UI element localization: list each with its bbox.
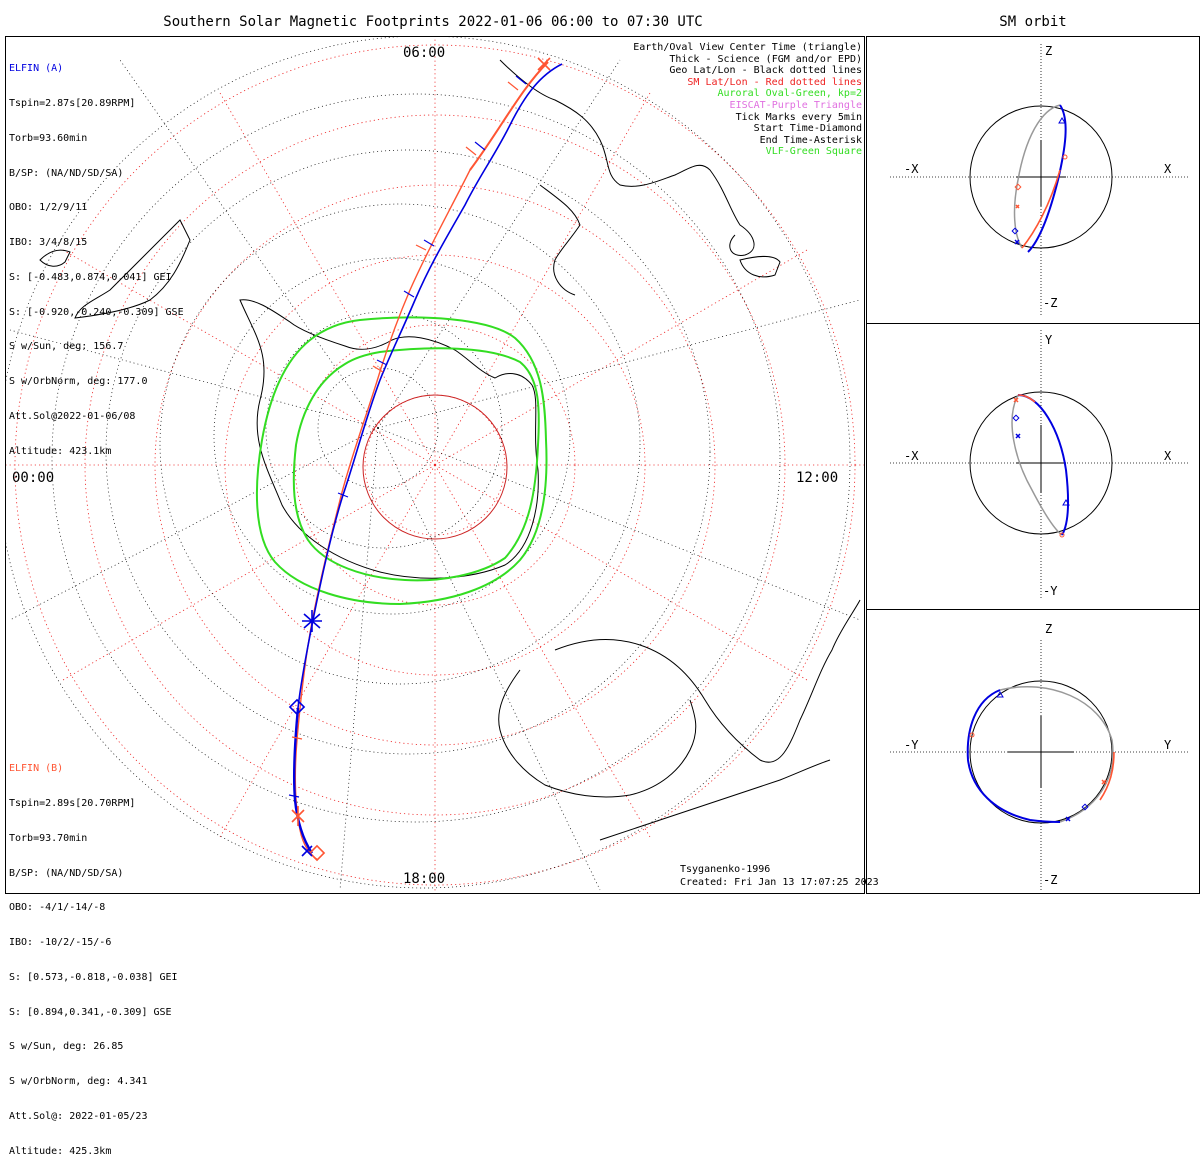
legend-entry: Auroral Oval-Green, kp=2 (717, 88, 863, 100)
panel1-left-label: -X (904, 162, 919, 176)
panel3-right-label: Y (1164, 738, 1172, 752)
elfin-a-line: S: [-0.920,-0.240,-0.309] GSE (9, 306, 184, 318)
elfin-a-line: IBO: 3/4/8/15 (9, 237, 88, 249)
elfin-a-line: S: [-0.483,0.874,0.041] GEI (9, 271, 172, 283)
elfin-a-line: B/SP: (NA/ND/SD/SA) (9, 167, 124, 179)
legend: Earth/Oval View Center Time (triangle) T… (633, 42, 862, 158)
elfin-a-line: Altitude: 423.1km (9, 445, 112, 457)
elfin-b-info: ELFIN (B) Tspin=2.89s[20.70RPM] Torb=93.… (9, 740, 178, 1169)
elfin-a-track (292, 63, 563, 854)
elfin-b-line: Tspin=2.89s[20.70RPM] (9, 797, 136, 809)
legend-entry: SM Lat/Lon - Red dotted lines (687, 76, 862, 88)
auroral-oval (255, 316, 548, 606)
elfin-b-name: ELFIN (B) (9, 763, 64, 775)
sm-panel-xz-plot (890, 44, 1190, 316)
panel2-bottom-label: -Y (1043, 584, 1058, 598)
elfin-b-line: Att.Sol@: 2022-01-05/23 (9, 1111, 148, 1122)
elfin-b-line: S: [0.573,-0.818,-0.038] GEI (9, 971, 178, 983)
elfin-a-line: OBO: 1/2/9/11 (9, 202, 88, 214)
sm-inner-circle (362, 394, 508, 540)
track-tick-marks (288, 75, 527, 798)
clock-label-top: 06:00 (403, 45, 446, 61)
elfin-b-line: Torb=93.70min (9, 832, 88, 844)
legend-entry: VLF-Green Square (765, 146, 862, 158)
footer-created: Created: Fri Jan 13 17:07:25 2023 (680, 877, 879, 888)
elfin-b-line: B/SP: (NA/ND/SD/SA) (9, 867, 124, 879)
elfin-a-line: Att.Sol@2022-01-06/08 (9, 411, 136, 422)
panel1-right-label: X (1164, 162, 1172, 176)
start-end-markers (288, 57, 551, 862)
sm-panel-xy-plot (890, 330, 1190, 600)
elfin-b-line: S: [0.894,0.341,-0.309] GSE (9, 1006, 172, 1018)
elfin-a-line: S w/Sun, deg: 156.7 (9, 341, 124, 353)
panel3-left-label: -Y (904, 738, 919, 752)
panel3-bottom-label: -Z (1043, 873, 1058, 887)
clock-label-right: 12:00 (796, 470, 839, 486)
panel2-top-label: Y (1045, 333, 1053, 347)
clock-label-left: 00:00 (12, 470, 55, 486)
elfin-b-track (294, 61, 549, 861)
legend-entry: EISCAT-Purple Triangle (729, 99, 862, 111)
panel1-top-label: Z (1045, 44, 1053, 58)
clock-label-bottom: 18:00 (403, 871, 446, 887)
sm-latlon-grid (6, 37, 864, 893)
plot-title: Southern Solar Magnetic Footprints 2022-… (163, 14, 703, 30)
legend-entry: End Time-Asterisk (759, 134, 862, 146)
footer-model: Tsyganenko-1996 (680, 864, 771, 875)
panel2-left-label: -X (904, 449, 919, 463)
legend-entry: Thick - Science (FGM and/or EPD) (669, 53, 862, 65)
map-svg (6, 37, 1190, 893)
continent-outlines (39, 59, 861, 841)
elfin-a-line: S w/OrbNorm, deg: 177.0 (9, 376, 148, 388)
legend-entry: Start Time-Diamond (753, 123, 862, 135)
panel1-bottom-label: -Z (1043, 296, 1058, 310)
sm-panel-yz-plot (890, 640, 1190, 890)
panel3-top-label: Z (1045, 622, 1053, 636)
footprint-map-frame (5, 36, 865, 894)
elfin-a-line: Torb=93.60min (9, 132, 88, 144)
elfin-a-info: ELFIN (A) Tspin=2.87s[20.89RPM] Torb=93.… (9, 40, 184, 469)
legend-entry: Geo Lat/Lon - Black dotted lines (669, 65, 862, 77)
legend-entry: Tick Marks every 5min (735, 111, 862, 123)
elfin-a-name: ELFIN (A) (9, 63, 64, 75)
elfin-b-line: S w/Sun, deg: 26.85 (9, 1041, 124, 1053)
elfin-b-line: IBO: -10/2/-15/-6 (9, 937, 112, 949)
elfin-b-line: Altitude: 425.3km (9, 1145, 112, 1157)
sm-orbit-title: SM orbit (999, 14, 1067, 30)
panel2-right-label: X (1164, 449, 1172, 463)
elfin-b-line: OBO: -4/1/-14/-8 (9, 902, 106, 914)
geo-latlon-grid (6, 37, 861, 891)
elfin-a-line: Tspin=2.87s[20.89RPM] (9, 97, 136, 109)
elfin-b-line: S w/OrbNorm, deg: 4.341 (9, 1076, 148, 1088)
legend-entry: Earth/Oval View Center Time (triangle) (633, 42, 862, 53)
